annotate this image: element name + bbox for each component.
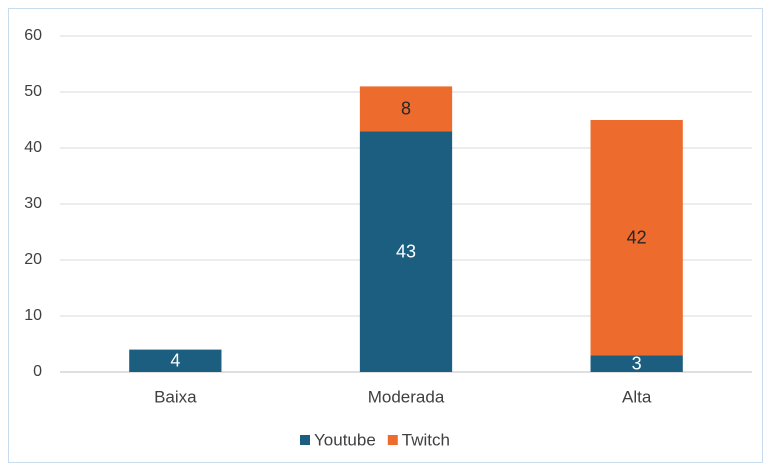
- data-label: 43: [396, 241, 416, 261]
- legend-label: Youtube: [314, 430, 376, 449]
- data-label: 8: [401, 99, 411, 119]
- data-label: 3: [632, 353, 642, 373]
- legend-label: Twitch: [402, 430, 450, 449]
- legend-swatch: [387, 435, 398, 445]
- bar-segment: [359, 86, 453, 132]
- y-tick-label: 40: [24, 139, 42, 156]
- data-label: 42: [627, 227, 647, 247]
- legend-swatch: [300, 435, 310, 445]
- bar-segment: [590, 355, 683, 372]
- bar-segment: [129, 349, 222, 372]
- x-tick-label: Alta: [622, 387, 652, 406]
- x-tick-label: Baixa: [154, 387, 197, 406]
- y-tick-label: 0: [33, 363, 42, 380]
- bar-segment: [590, 120, 683, 356]
- x-tick-label: Moderada: [368, 387, 445, 406]
- bar-segment: [359, 131, 453, 372]
- y-tick-label: 10: [24, 307, 42, 324]
- y-tick-label: 20: [24, 251, 42, 268]
- data-label: 4: [170, 351, 180, 371]
- y-tick-label: 60: [24, 27, 42, 44]
- y-tick-label: 50: [24, 83, 42, 100]
- y-tick-label: 30: [24, 195, 42, 212]
